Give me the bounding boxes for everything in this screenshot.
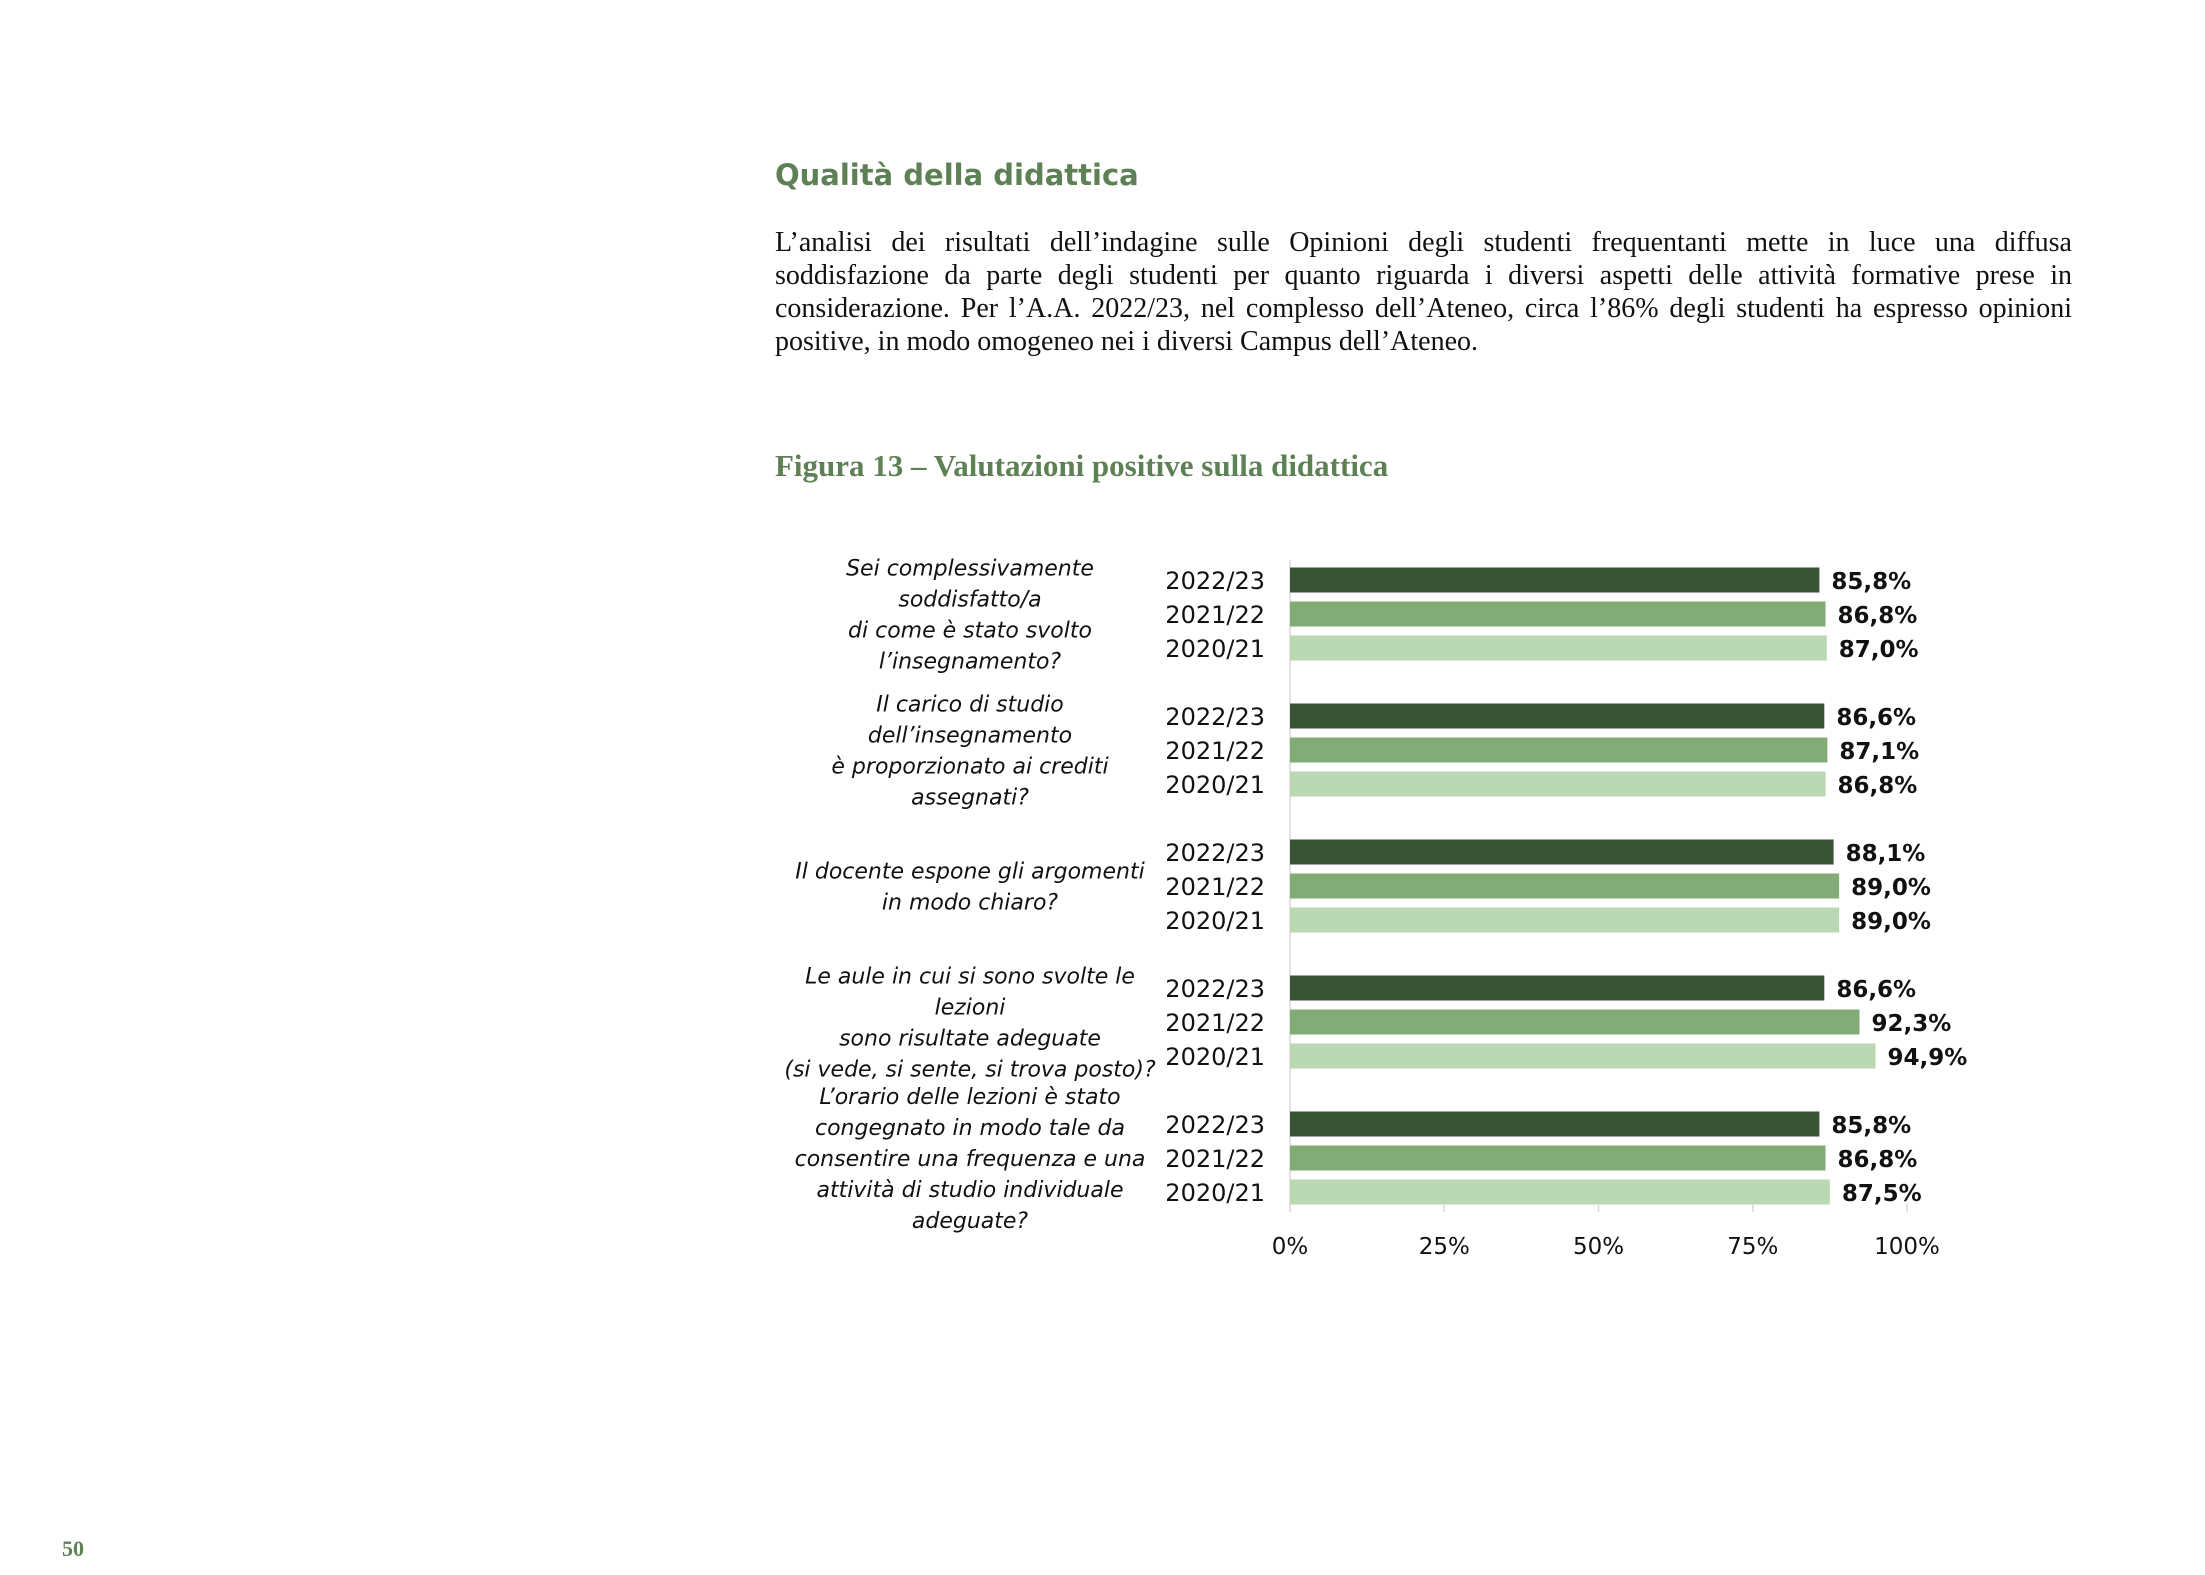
question-label-line: di come è stato svolto xyxy=(848,619,1092,644)
value-label: 86,6% xyxy=(1836,977,1916,1003)
question-label-line: adeguate? xyxy=(912,1209,1029,1234)
year-label: 2021/22 xyxy=(1165,873,1265,901)
bar-2020-21 xyxy=(1290,907,1840,933)
question-label-line: Il carico di studio xyxy=(876,693,1064,718)
section-title: Qualità della didattica xyxy=(775,158,1139,192)
question-label-line: L’orario delle lezioni è stato xyxy=(819,1085,1120,1110)
bar-2020-21 xyxy=(1290,1179,1830,1205)
bar-2022-23 xyxy=(1290,975,1825,1001)
question-label-line: attività di studio individuale xyxy=(816,1178,1123,1203)
bar-2021-22 xyxy=(1290,1145,1826,1171)
year-label: 2020/21 xyxy=(1165,771,1265,799)
intro-paragraph: L’analisi dei risultati dell’indagine su… xyxy=(775,227,2072,357)
year-label: 2022/23 xyxy=(1165,703,1265,731)
value-label: 86,8% xyxy=(1838,1147,1918,1173)
year-label: 2020/21 xyxy=(1165,635,1265,663)
question-label-line: Le aule in cui si sono svolte le xyxy=(805,965,1135,990)
value-label: 89,0% xyxy=(1851,875,1931,901)
value-label: 88,1% xyxy=(1846,841,1926,867)
x-tick-label: 25% xyxy=(1419,1234,1470,1260)
year-label: 2022/23 xyxy=(1165,839,1265,867)
value-label: 86,8% xyxy=(1838,773,1918,799)
bar-2022-23 xyxy=(1290,839,1834,865)
question-label-line: sono risultate adeguate xyxy=(839,1027,1101,1052)
value-label: 86,8% xyxy=(1838,603,1918,629)
value-label: 85,8% xyxy=(1831,569,1911,595)
question-label-line: è proporzionato ai crediti xyxy=(831,755,1108,780)
year-label: 2020/21 xyxy=(1165,907,1265,935)
bar-2020-21 xyxy=(1290,771,1826,797)
question-label-line: l’insegnamento? xyxy=(879,650,1062,675)
question-label-line: Sei complessivamente xyxy=(846,557,1094,582)
figure-title: Figura 13 – Valutazioni positive sulla d… xyxy=(775,448,1389,483)
x-tick-label: 0% xyxy=(1272,1234,1309,1260)
question-label-line: consentire una frequenza e una xyxy=(795,1147,1146,1172)
question-label-line: (si vede, si sente, si trova posto)? xyxy=(784,1058,1156,1083)
value-label: 86,6% xyxy=(1836,705,1916,731)
year-label: 2021/22 xyxy=(1165,1145,1265,1173)
year-label: 2021/22 xyxy=(1165,601,1265,629)
x-tick-label: 50% xyxy=(1573,1234,1624,1260)
bar-2021-22 xyxy=(1290,737,1828,763)
value-label: 94,9% xyxy=(1888,1045,1968,1071)
year-label: 2022/23 xyxy=(1165,975,1265,1003)
value-label: 89,0% xyxy=(1851,909,1931,935)
question-label-line: in modo chiaro? xyxy=(882,891,1058,916)
x-tick-label: 100% xyxy=(1874,1234,1940,1260)
value-label: 87,1% xyxy=(1839,739,1919,765)
bar-2022-23 xyxy=(1290,703,1825,729)
question-label-line: soddisfatto/a xyxy=(898,588,1041,613)
bar-2021-22 xyxy=(1290,1009,1860,1035)
year-label: 2021/22 xyxy=(1165,1009,1265,1037)
value-label: 87,5% xyxy=(1842,1181,1922,1207)
year-label: 2020/21 xyxy=(1165,1179,1265,1207)
year-label: 2022/23 xyxy=(1165,1111,1265,1139)
value-label: 87,0% xyxy=(1839,637,1919,663)
question-label-line: Il docente espone gli argomenti xyxy=(795,860,1144,885)
value-label: 85,8% xyxy=(1831,1113,1911,1139)
bar-2020-21 xyxy=(1290,1043,1876,1069)
value-label: 92,3% xyxy=(1871,1011,1951,1037)
year-label: 2020/21 xyxy=(1165,1043,1265,1071)
question-label-line: lezioni xyxy=(935,996,1006,1021)
bar-2022-23 xyxy=(1290,1111,1820,1137)
bar-2021-22 xyxy=(1290,873,1840,899)
question-label-line: dell’insegnamento xyxy=(868,724,1072,749)
bar-2022-23 xyxy=(1290,567,1820,593)
page-number: 50 xyxy=(62,1536,84,1561)
bar-2021-22 xyxy=(1290,601,1826,627)
year-label: 2021/22 xyxy=(1165,737,1265,765)
bar-2020-21 xyxy=(1290,635,1827,661)
year-label: 2022/23 xyxy=(1165,567,1265,595)
question-label-line: congegnato in modo tale da xyxy=(815,1116,1125,1141)
x-tick-label: 75% xyxy=(1727,1234,1778,1260)
question-label-line: assegnati? xyxy=(911,786,1029,811)
